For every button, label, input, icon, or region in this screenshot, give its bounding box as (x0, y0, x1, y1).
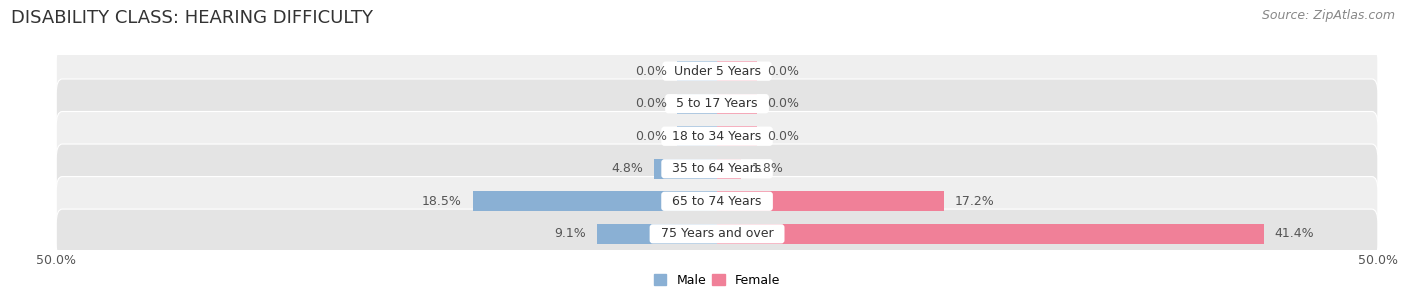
Text: 0.0%: 0.0% (768, 130, 799, 143)
Text: 0.0%: 0.0% (636, 65, 666, 78)
Bar (717, 159, 741, 179)
FancyBboxPatch shape (56, 177, 1378, 226)
Bar (717, 191, 945, 211)
Text: 18 to 34 Years: 18 to 34 Years (665, 130, 769, 143)
FancyBboxPatch shape (56, 46, 1378, 96)
Text: 0.0%: 0.0% (768, 97, 799, 110)
Text: Source: ZipAtlas.com: Source: ZipAtlas.com (1261, 9, 1395, 22)
Text: 17.2%: 17.2% (955, 195, 994, 208)
Text: Under 5 Years: Under 5 Years (665, 65, 769, 78)
Bar (717, 94, 756, 114)
Text: 75 Years and over: 75 Years and over (652, 227, 782, 240)
Bar (678, 61, 717, 81)
Bar (717, 224, 1264, 244)
Text: 4.8%: 4.8% (612, 162, 643, 175)
Text: 65 to 74 Years: 65 to 74 Years (665, 195, 769, 208)
Text: 18.5%: 18.5% (422, 195, 463, 208)
FancyBboxPatch shape (56, 79, 1378, 128)
Text: DISABILITY CLASS: HEARING DIFFICULTY: DISABILITY CLASS: HEARING DIFFICULTY (11, 9, 373, 27)
Text: 9.1%: 9.1% (554, 227, 586, 240)
Legend: Male, Female: Male, Female (654, 274, 780, 287)
Text: 35 to 64 Years: 35 to 64 Years (665, 162, 769, 175)
Bar (596, 224, 717, 244)
Bar (654, 159, 717, 179)
Bar (717, 126, 756, 146)
FancyBboxPatch shape (56, 209, 1378, 259)
FancyBboxPatch shape (56, 112, 1378, 161)
Text: 5 to 17 Years: 5 to 17 Years (668, 97, 766, 110)
Bar (678, 126, 717, 146)
Text: 41.4%: 41.4% (1275, 227, 1315, 240)
Bar (678, 94, 717, 114)
Text: 0.0%: 0.0% (636, 97, 666, 110)
Bar (472, 191, 717, 211)
Text: 0.0%: 0.0% (768, 65, 799, 78)
FancyBboxPatch shape (56, 144, 1378, 193)
Text: 0.0%: 0.0% (636, 130, 666, 143)
Bar (717, 61, 756, 81)
Text: 1.8%: 1.8% (751, 162, 783, 175)
